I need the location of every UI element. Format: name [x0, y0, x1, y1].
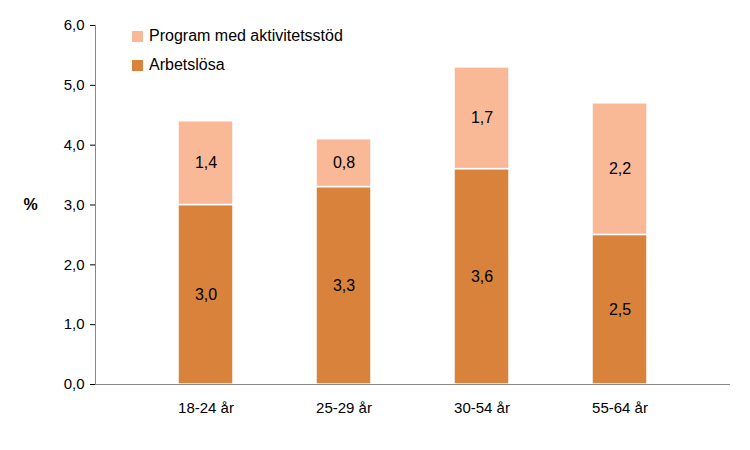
svg-text:2,5: 2,5	[609, 301, 631, 318]
svg-text:%: %	[24, 196, 38, 213]
svg-text:1,7: 1,7	[471, 109, 493, 126]
svg-text:6,0: 6,0	[64, 16, 85, 33]
svg-text:4,0: 4,0	[64, 136, 85, 153]
svg-text:3,6: 3,6	[471, 268, 493, 285]
svg-text:0,8: 0,8	[333, 154, 355, 171]
svg-text:25-29 år: 25-29 år	[316, 399, 372, 416]
svg-text:2,0: 2,0	[64, 256, 85, 273]
svg-text:3,0: 3,0	[64, 196, 85, 213]
svg-text:1,0: 1,0	[64, 315, 85, 332]
html-text:Arbetslösa: Arbetslösa	[149, 56, 225, 73]
svg-text:1,4: 1,4	[195, 154, 217, 171]
svg-text:2,2: 2,2	[609, 160, 631, 177]
svg-text:30-54 år: 30-54 år	[454, 399, 510, 416]
svg-text:3,3: 3,3	[333, 277, 355, 294]
svg-text:3,0: 3,0	[195, 286, 217, 303]
html-text:Program med aktivitetsstöd: Program med aktivitetsstöd	[149, 27, 343, 44]
svg-text:55-64 år: 55-64 år	[592, 399, 648, 416]
svg-text:0,0: 0,0	[64, 375, 85, 392]
svg-text:18-24 år: 18-24 år	[178, 399, 234, 416]
svg-text:5,0: 5,0	[64, 76, 85, 93]
